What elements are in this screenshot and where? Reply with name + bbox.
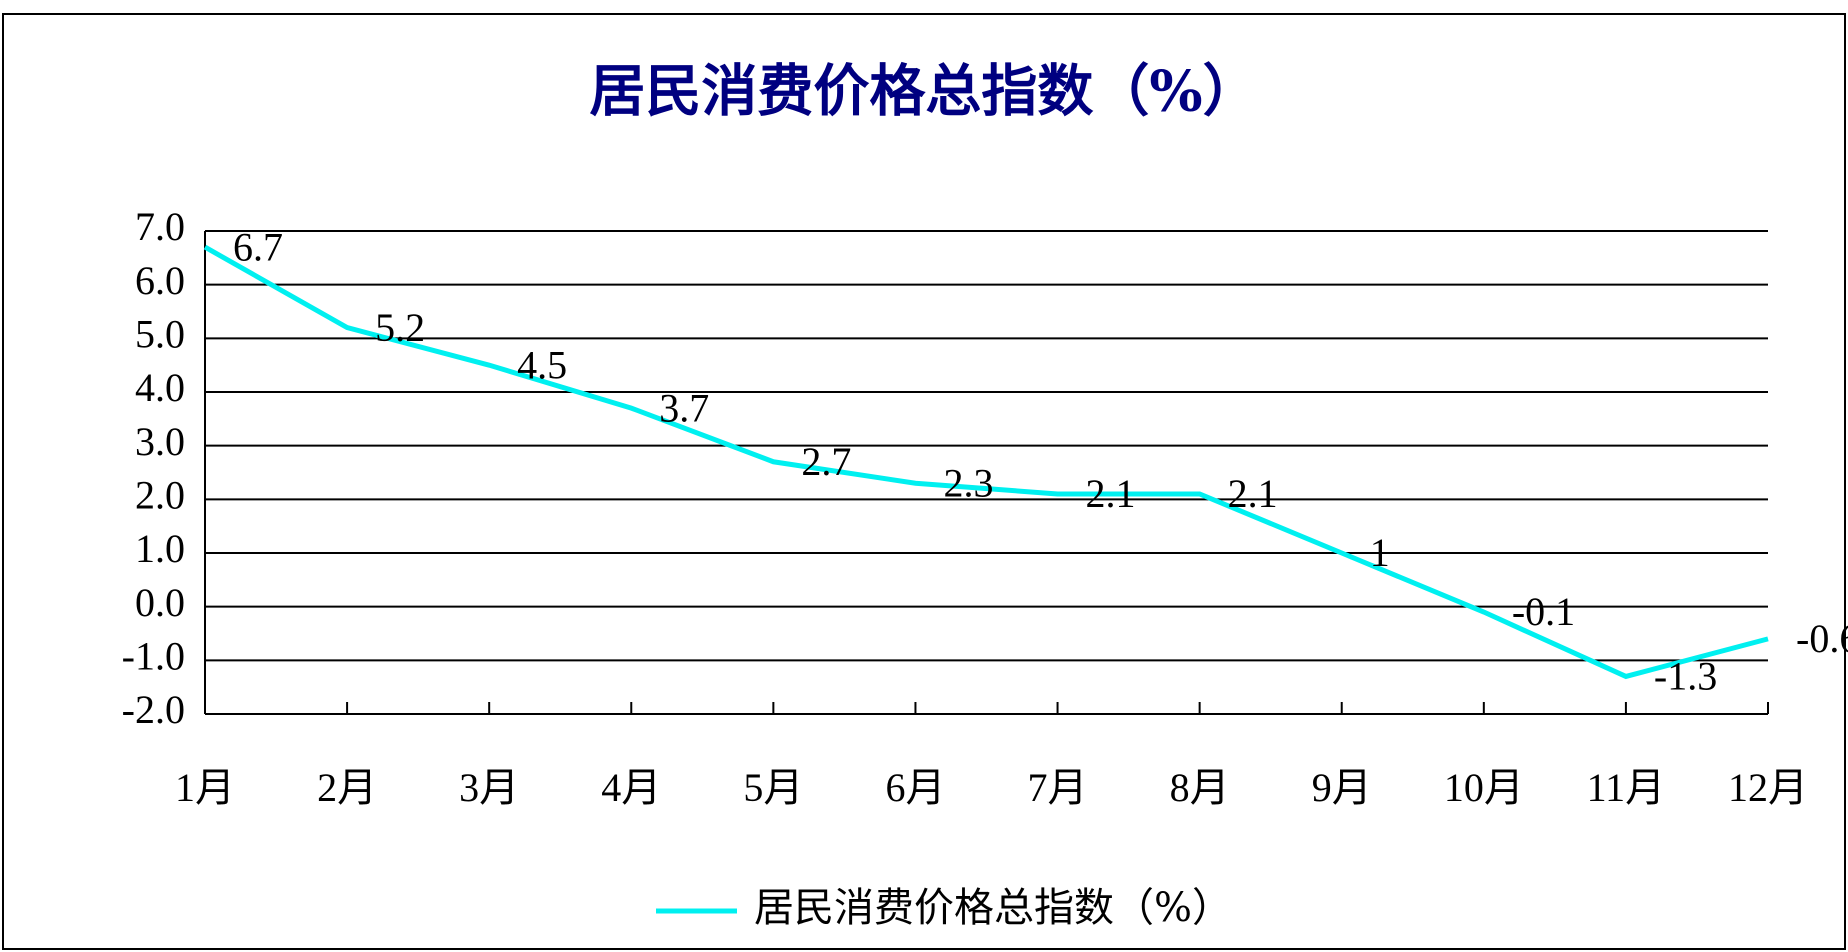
data-label: 2.1 bbox=[1228, 471, 1278, 516]
y-tick-label: 0.0 bbox=[135, 580, 185, 625]
data-label: 5.2 bbox=[375, 305, 425, 350]
x-tick-label: 6月 bbox=[885, 765, 945, 810]
x-tick-label: 9月 bbox=[1312, 765, 1372, 810]
y-tick-label: 2.0 bbox=[135, 473, 185, 518]
y-tick-label: 5.0 bbox=[135, 312, 185, 357]
y-tick-label: 7.0 bbox=[135, 204, 185, 249]
x-tick-label: 7月 bbox=[1028, 765, 1088, 810]
x-tick-label: 5月 bbox=[743, 765, 803, 810]
y-tick-label: 6.0 bbox=[135, 258, 185, 303]
y-tick-label: 1.0 bbox=[135, 526, 185, 571]
chart-title: 居民消费价格总指数（%） bbox=[589, 59, 1258, 125]
y-tick-label: 4.0 bbox=[135, 365, 185, 410]
data-label: -1.3 bbox=[1654, 654, 1717, 699]
data-label: -0.1 bbox=[1512, 589, 1575, 634]
legend-label: 居民消费价格总指数（%） bbox=[754, 885, 1232, 931]
y-tick-label: -1.0 bbox=[122, 634, 185, 679]
data-label: 3.7 bbox=[659, 385, 709, 430]
x-tick-label: 8月 bbox=[1170, 765, 1230, 810]
data-label: 1 bbox=[1370, 530, 1390, 575]
data-label: 2.1 bbox=[1086, 471, 1136, 516]
x-tick-label: 4月 bbox=[601, 765, 661, 810]
data-label: 6.7 bbox=[233, 224, 283, 269]
data-label: -0.6 bbox=[1796, 616, 1848, 661]
x-tick-label: 3月 bbox=[459, 765, 519, 810]
x-tick-label: 11月 bbox=[1587, 765, 1666, 810]
x-tick-label: 2月 bbox=[317, 765, 377, 810]
x-tick-label: 12月 bbox=[1728, 765, 1808, 810]
data-label: 4.5 bbox=[517, 342, 567, 387]
data-line bbox=[203, 244, 1769, 680]
y-tick-label: -2.0 bbox=[122, 687, 185, 732]
y-tick-label: 3.0 bbox=[135, 419, 185, 464]
x-tick-label: 10月 bbox=[1444, 765, 1524, 810]
data-label: 2.7 bbox=[801, 439, 851, 484]
x-tick-label: 1月 bbox=[175, 765, 235, 810]
data-label: 2.3 bbox=[943, 460, 993, 505]
